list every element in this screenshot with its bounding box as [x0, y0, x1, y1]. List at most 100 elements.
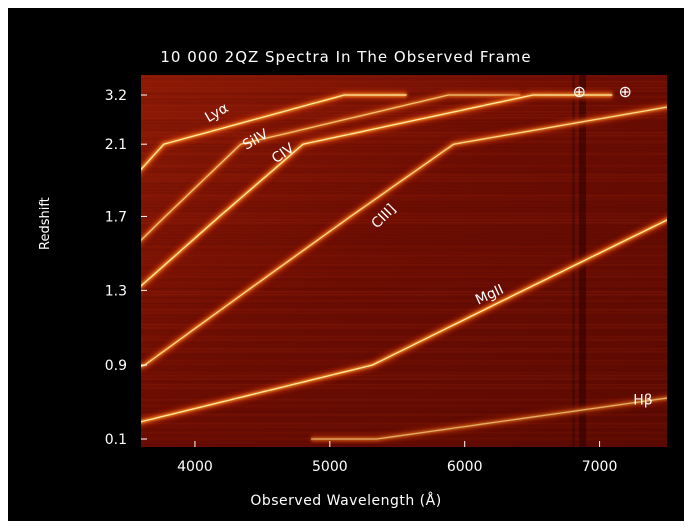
spectrum-row [141, 384, 667, 386]
spectrum-row [141, 387, 667, 389]
spectrum-row [141, 261, 667, 263]
spectrum-row [141, 294, 667, 296]
spectrum-row [141, 321, 667, 323]
spectrum-row [141, 189, 667, 191]
spectrum-row [141, 375, 667, 377]
spectrum-row [141, 156, 667, 158]
spectrum-row [141, 117, 667, 119]
spectrum-row [141, 306, 667, 308]
spectrum-row [141, 114, 667, 116]
spectrum-row [141, 213, 667, 215]
spectrum-row [141, 138, 667, 140]
y-tick-label: 3.2 [105, 88, 127, 104]
spectrum-row [141, 372, 667, 374]
x-tick-label: 5000 [312, 459, 348, 475]
x-tick-label: 7000 [582, 459, 618, 475]
line-core [141, 94, 407, 171]
spectrum-row [141, 111, 667, 113]
spectrum-row [141, 273, 667, 275]
telluric-band [677, 75, 684, 447]
spectrum-row [141, 168, 667, 170]
spectrum-row [141, 222, 667, 224]
spectrum-row [141, 318, 667, 320]
spectrum-row [141, 342, 667, 344]
spectrum-row [141, 186, 667, 188]
spectrum-row [141, 231, 667, 233]
spectrum-row [141, 357, 667, 359]
line-core [141, 94, 613, 287]
spectrum-row [141, 84, 667, 86]
spectrum-row [141, 408, 667, 410]
spectrum-row [141, 309, 667, 311]
line-core [311, 397, 667, 440]
spectrum-row [141, 129, 667, 131]
spectrum-row [141, 441, 667, 443]
spectrum-row [141, 246, 667, 248]
spectrum-row [141, 411, 667, 413]
spectrum-row [141, 78, 667, 80]
spectrum-row [141, 363, 667, 365]
spectrum-row [141, 330, 667, 332]
spectrum-row [141, 159, 667, 161]
spectrum-row [141, 192, 667, 194]
spectrum-row [141, 414, 667, 416]
line-core [141, 219, 667, 423]
spectrum-row [141, 135, 667, 137]
spectrum-row [141, 402, 667, 404]
emission-line-label: Hβ [633, 393, 652, 409]
spectrum-row [141, 300, 667, 302]
spectrum-row [141, 444, 667, 446]
spectrum-row [141, 285, 667, 287]
spectrum-row [141, 339, 667, 341]
spectrum-row [141, 312, 667, 314]
line-core [141, 106, 667, 368]
y-tick-label: 2.1 [105, 137, 127, 153]
x-tick-label: 4000 [177, 459, 213, 475]
spectrum-row [141, 270, 667, 272]
spectrum-row [141, 153, 667, 155]
spectrum-row [141, 420, 667, 422]
spectrum-row [141, 426, 667, 428]
spectrum-row [141, 333, 667, 335]
spectrum-row [141, 132, 667, 134]
spectrum-row [141, 297, 667, 299]
spectrum-row [141, 381, 667, 383]
spectrum-row [141, 354, 667, 356]
spectrum-row [141, 147, 667, 149]
earth-symbol-label: ⊕ [618, 82, 631, 101]
spectrum-row [141, 291, 667, 293]
spectrum-row [141, 366, 667, 368]
spectrum-row [141, 237, 667, 239]
spectrum-row [141, 150, 667, 152]
spectrum-row [141, 258, 667, 260]
spectrum-row [141, 279, 667, 281]
spectrum-row [141, 141, 667, 143]
spectrum-row [141, 228, 667, 230]
spectrum-row [141, 162, 667, 164]
y-tick-label: 1.3 [105, 283, 127, 299]
spectrum-row [141, 276, 667, 278]
spectrum-row [141, 81, 667, 83]
spectrum-row [141, 360, 667, 362]
chart-frame: 10 000 2QZ Spectra In The Observed Frame… [8, 8, 684, 521]
spectrum-row [141, 195, 667, 197]
spectrum-row [141, 405, 667, 407]
spectrum-row [141, 198, 667, 200]
emission-line-tracks [141, 90, 667, 444]
y-tick-label: 0.9 [105, 358, 127, 374]
spectrum-row [141, 219, 667, 221]
spectrum-row [141, 324, 667, 326]
spectrum-row [141, 423, 667, 425]
spectrum-row [141, 255, 667, 257]
spectrum-row [141, 210, 667, 212]
spectrum-row [141, 249, 667, 251]
line-core [141, 94, 521, 242]
spectrum-row [141, 378, 667, 380]
spectrum-row [141, 303, 667, 305]
spectrum-row [141, 207, 667, 209]
y-tick-label: 1.7 [105, 209, 127, 225]
x-axis-ticks: 4000 5000 6000 7000 [177, 441, 617, 475]
spectrum-row [141, 204, 667, 206]
spectrum-row [141, 201, 667, 203]
